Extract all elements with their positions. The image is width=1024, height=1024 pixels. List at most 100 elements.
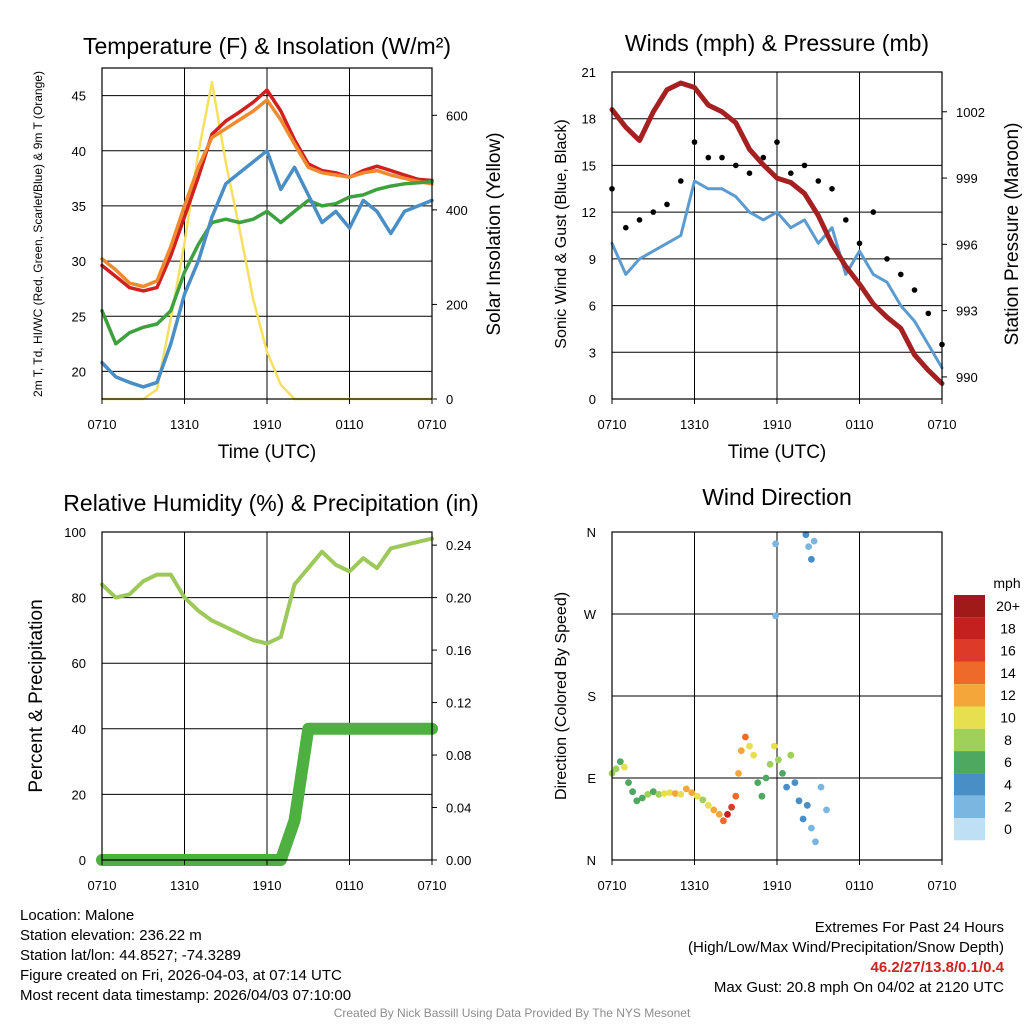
y-axis-label: Direction (Colored By Speed) (553, 592, 570, 800)
y-tick-label: S (587, 689, 596, 704)
direction-point (772, 612, 779, 620)
series-line-td (100, 179, 434, 346)
direction-point (638, 794, 646, 802)
direction-point (629, 788, 636, 796)
direction-point (799, 815, 807, 823)
created-text: Figure created on Fri, 2026-04-03, at 07… (20, 967, 342, 984)
series-line-2mt (100, 88, 434, 293)
y-tick-label: 40 (72, 722, 86, 737)
gust-point (801, 162, 808, 169)
colorbar-tick-label: 2 (1004, 799, 1012, 815)
colorbar-tick-label: 12 (1000, 687, 1016, 703)
direction-point (688, 789, 696, 796)
y2-axis-label: Station Pressure (Maroon) (1002, 123, 1023, 346)
y2-tick-label: 1002 (956, 105, 985, 120)
colorbar-tick-label: 8 (1004, 732, 1012, 748)
series-line-hiwc (100, 149, 434, 389)
direction-point (720, 817, 727, 825)
direction-point (750, 751, 757, 759)
y-tick-label: 12 (582, 205, 596, 220)
direction-point (787, 751, 795, 759)
direction-point (766, 760, 774, 768)
y-axis-label: Percent & Precipitation (26, 599, 47, 792)
direction-point (746, 742, 753, 750)
colorbar-tick-label: 4 (1004, 776, 1012, 792)
gust-point (788, 170, 794, 176)
direction-point (817, 783, 825, 791)
x-tick-label: 0710 (928, 417, 957, 432)
y-tick-label: 0 (589, 392, 596, 407)
direction-point (762, 774, 770, 782)
gust-point (774, 139, 780, 145)
direction-point (616, 758, 624, 765)
extremes-info: Extremes For Past 24 Hours (High/Low/Max… (688, 918, 1004, 998)
colorbar-tick-label: 6 (1004, 754, 1012, 770)
colorbar-swatch (954, 751, 985, 774)
y-tick-label: 60 (72, 656, 86, 671)
colorbar-swatch (954, 639, 985, 662)
y-tick-label: 15 (582, 158, 596, 173)
x-axis-label: Time (UTC) (218, 442, 317, 463)
direction-point (737, 747, 745, 755)
direction-point (621, 763, 628, 771)
direction-point (693, 792, 701, 800)
direction-point (649, 788, 657, 796)
y-tick-label: 6 (589, 299, 596, 314)
x-tick-label: 0110 (336, 878, 364, 893)
direction-point (775, 756, 782, 764)
direction-point (732, 792, 740, 800)
y-axis-label: Sonic Wind & Gust (Blue, Black) (553, 119, 570, 348)
extremes-title: Extremes For Past 24 Hours (814, 919, 1004, 936)
series-line-pressure (609, 80, 945, 386)
x-tick-label: 1910 (253, 878, 282, 893)
y2-tick-label: 990 (956, 370, 978, 385)
y2-tick-label: 0.16 (446, 643, 471, 658)
gust-point (719, 154, 725, 161)
series-line-humidity (100, 536, 434, 646)
y-tick-label: 21 (582, 65, 596, 80)
gust-point (925, 310, 932, 317)
gust-point (650, 209, 657, 215)
direction-point (660, 790, 668, 797)
x-tick-label: 1910 (763, 417, 792, 432)
direction-point (625, 779, 632, 786)
panel-title-winds: Winds (mph) & Pressure (mb) (625, 30, 929, 56)
direction-point (783, 783, 790, 791)
x-tick-label: 0110 (336, 417, 364, 432)
x-tick-label: 0710 (598, 878, 627, 893)
y-tick-label: 18 (582, 112, 596, 127)
direction-point (791, 779, 799, 786)
x-tick-label: 0710 (88, 878, 117, 893)
x-tick-label: 1310 (680, 878, 709, 893)
direction-point (704, 801, 712, 809)
y-tick-label: E (587, 771, 596, 786)
gust-point (898, 271, 904, 278)
y-tick-label: 20 (72, 787, 86, 802)
direction-point (666, 789, 674, 796)
colorbar-tick-label: 14 (1000, 665, 1016, 681)
y2-tick-label: 0.00 (446, 853, 471, 868)
x-tick-label: 1310 (170, 417, 199, 432)
x-tick-label: 0710 (88, 417, 117, 432)
colorbar-swatch (954, 684, 985, 707)
x-tick-label: 0110 (846, 878, 874, 893)
y2-tick-label: 999 (956, 171, 978, 186)
colorbar-swatch (954, 728, 985, 752)
y-tick-label: N (587, 853, 596, 868)
panel-title-humidity: Relative Humidity (%) & Precipitation (i… (63, 490, 478, 516)
y2-tick-label: 0.24 (446, 538, 471, 553)
x-tick-label: 1310 (170, 878, 199, 893)
direction-point (742, 733, 749, 741)
extremes-values: 46.2/27/13.8/0.1/0.4 (870, 959, 1004, 976)
station-info: Location: Malone Station elevation: 236.… (20, 906, 351, 1006)
direction-point (710, 806, 718, 814)
y-tick-label: 3 (589, 345, 596, 360)
panel-title-temperature: Temperature (F) & Insolation (W/m²) (83, 33, 451, 59)
gust-point (870, 209, 877, 215)
y2-tick-label: 0.12 (446, 696, 471, 711)
y2-tick-label: 993 (956, 304, 978, 319)
y2-tick-label: 0 (446, 392, 453, 407)
direction-point (802, 531, 810, 539)
direction-point (671, 790, 679, 797)
colorbar-swatch (954, 595, 985, 618)
